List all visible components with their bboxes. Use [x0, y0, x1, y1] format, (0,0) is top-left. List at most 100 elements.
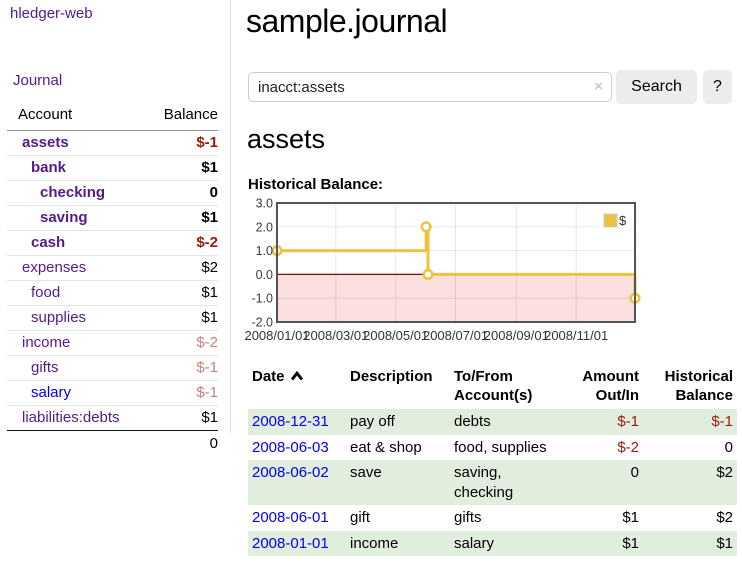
register-accounts-cell: salary [450, 530, 558, 556]
account-balance-cell: $-1 [149, 355, 218, 381]
search-input-wrap: × [248, 72, 612, 102]
accounts-header-account: Account [7, 102, 150, 131]
account-row: food $1 [7, 280, 218, 306]
register-row: 2008-12-31 pay off debts $-1 $-1 [248, 409, 737, 435]
account-link[interactable]: bank [31, 159, 67, 176]
account-row: income $-2 [7, 330, 218, 356]
register-accounts-cell: saving, checking [450, 460, 558, 505]
account-row: bank $1 [7, 155, 218, 181]
account-balance-cell: $-1 [149, 130, 218, 156]
sidebar-divider [230, 0, 231, 433]
register-row: 2008-06-01 gift gifts $1 $2 [248, 505, 737, 531]
account-link[interactable]: checking [40, 184, 106, 201]
register-description-cell: pay off [346, 409, 450, 435]
transaction-date-link[interactable]: 2008-01-01 [252, 534, 329, 552]
svg-text:0.0: 0.0 [256, 268, 273, 282]
register-accounts-cell: gifts [454, 509, 482, 526]
account-heading: assets [247, 124, 326, 154]
transaction-date-link[interactable]: 2008-06-03 [252, 438, 329, 456]
svg-text:2008/03/01: 2008/03/01 [303, 328, 368, 343]
account-link[interactable]: supplies [31, 309, 87, 326]
account-row: assets $-1 [7, 130, 218, 156]
svg-text:2008/01/01: 2008/01/01 [244, 328, 309, 343]
account-name-cell: assets [7, 130, 150, 156]
register-description-cell: eat & shop [350, 438, 422, 456]
account-link[interactable]: liabilities:debts [22, 409, 120, 426]
svg-text:2008/07/01: 2008/07/01 [423, 328, 488, 343]
account-link[interactable]: gifts [31, 359, 59, 376]
account-name-cell: salary [7, 380, 150, 406]
account-balance-cell: $-1 [149, 380, 218, 406]
register-header-date[interactable]: Date [248, 362, 346, 409]
register-accounts-cell: debts [450, 409, 558, 435]
account-row: liabilities:debts $1 [7, 406, 218, 431]
account-name-cell: expenses [7, 255, 150, 281]
register-amount-cell: $-2 [617, 438, 639, 456]
sidebar-item-journal[interactable]: Journal [13, 72, 63, 89]
accounts-total-spacer [7, 430, 150, 456]
account-name-cell: gifts [7, 355, 150, 381]
transaction-date-link[interactable]: 2008-12-31 [252, 413, 329, 430]
account-name-cell: supplies [7, 305, 150, 331]
account-name-cell: cash [7, 230, 150, 256]
clear-search-icon[interactable]: × [594, 78, 603, 95]
svg-text:2.0: 2.0 [256, 220, 273, 234]
register-amount-cell: 0 [558, 460, 643, 505]
account-link[interactable]: saving [40, 209, 88, 226]
accounts-header-row: Account Balance [7, 102, 218, 131]
accounts-body: assets $-1 bank $1 checking 0 saving $1 … [7, 130, 218, 431]
search-input[interactable] [248, 72, 612, 102]
register-header-balance: Historical Balance [664, 368, 733, 404]
register-description-cell: income [346, 530, 450, 556]
account-link[interactable]: assets [22, 134, 69, 151]
accounts-total-value: 0 [149, 430, 218, 456]
account-link[interactable]: cash [31, 234, 66, 251]
app-brand-link[interactable]: hledger-web [10, 5, 93, 22]
account-balance-cell: $1 [149, 155, 218, 181]
svg-text:1.0: 1.0 [256, 244, 273, 258]
register-date-cell: 2008-06-02 [248, 460, 346, 505]
register-header-accounts: To/From Account(s) [454, 368, 533, 404]
account-row: cash $-2 [7, 230, 218, 256]
account-name-cell: checking [7, 180, 150, 206]
account-balance-cell: $2 [149, 255, 218, 281]
account-balance-cell: 0 [149, 180, 218, 206]
register-date-cell: 2008-12-31 [248, 409, 346, 435]
account-balance-cell: $-2 [149, 330, 218, 356]
transaction-date-link[interactable]: 2008-06-01 [252, 509, 329, 526]
svg-text:-1.0: -1.0 [251, 292, 273, 306]
account-link[interactable]: income [22, 334, 71, 351]
sort-ascending-icon [290, 371, 303, 381]
svg-text:2008/05/01: 2008/05/01 [363, 328, 428, 343]
search-button[interactable]: Search [616, 70, 697, 104]
register-header-description: Description [350, 368, 433, 385]
account-link[interactable]: salary [31, 384, 72, 401]
account-row: supplies $1 [7, 305, 218, 331]
register-date-cell: 2008-06-03 [248, 435, 346, 461]
account-row: saving $1 [7, 205, 218, 231]
register-description-cell: gift [350, 509, 371, 526]
account-link[interactable]: food [31, 284, 61, 301]
transaction-date-link[interactable]: 2008-06-02 [252, 464, 329, 481]
account-name-cell: bank [7, 155, 150, 181]
accounts-table: Account Balance assets $-1 bank $1 check… [7, 102, 218, 456]
register-amount-cell: $1 [622, 509, 639, 526]
account-row: gifts $-1 [7, 355, 218, 381]
svg-text:$: $ [619, 213, 627, 228]
sidebar: hledger-web Journal Account Balance asse… [0, 0, 231, 456]
help-button[interactable]: ? [703, 70, 732, 104]
account-name-cell: income [7, 330, 150, 356]
register-body: 2008-12-31 pay off debts $-1 $-1 2008-06… [248, 409, 737, 556]
account-balance-cell: $1 [149, 205, 218, 231]
page-title: sample.journal [246, 3, 448, 39]
register-row: 2008-01-01 income salary $1 $1 [248, 530, 737, 556]
account-balance-cell: $1 [149, 280, 218, 306]
account-row: expenses $2 [7, 255, 218, 281]
accounts-total-row: 0 [7, 430, 218, 456]
account-link[interactable]: expenses [22, 259, 87, 276]
register-date-cell: 2008-06-01 [248, 505, 346, 531]
balance-chart: $3.0 2.0 1.0 0.0 -1.0 -2.02008/01/012008/03/0… [244, 197, 641, 343]
register-table: Date Description To/From Account(s) Amoun… [248, 362, 737, 556]
register-description-cell: save [346, 460, 450, 505]
chart-label: Historical Balance: [248, 176, 384, 193]
